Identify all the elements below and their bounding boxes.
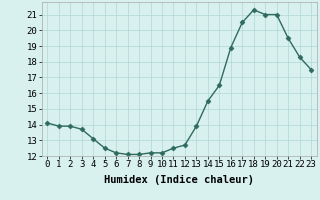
X-axis label: Humidex (Indice chaleur): Humidex (Indice chaleur) (104, 175, 254, 185)
